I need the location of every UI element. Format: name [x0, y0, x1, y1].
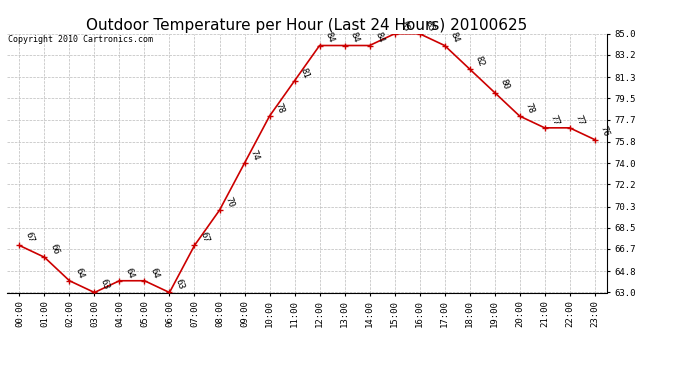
Text: 77: 77	[549, 113, 561, 126]
Text: 64: 64	[124, 266, 136, 279]
Text: 66: 66	[48, 243, 61, 256]
Text: Copyright 2010 Cartronics.com: Copyright 2010 Cartronics.com	[8, 35, 153, 44]
Text: 84: 84	[448, 31, 461, 44]
Text: 74: 74	[248, 148, 261, 162]
Text: 63: 63	[99, 278, 110, 291]
Text: 84: 84	[374, 31, 386, 44]
Text: 78: 78	[524, 102, 536, 115]
Text: 70: 70	[224, 196, 236, 209]
Text: 84: 84	[324, 31, 336, 44]
Text: 63: 63	[174, 278, 186, 291]
Text: 76: 76	[599, 125, 611, 138]
Text: 80: 80	[499, 78, 511, 91]
Text: 67: 67	[23, 231, 36, 244]
Text: 85: 85	[399, 19, 411, 32]
Text: 64: 64	[148, 266, 161, 279]
Text: 77: 77	[574, 113, 586, 126]
Text: 85: 85	[424, 19, 436, 32]
Text: 84: 84	[348, 31, 361, 44]
Title: Outdoor Temperature per Hour (Last 24 Hours) 20100625: Outdoor Temperature per Hour (Last 24 Ho…	[86, 18, 528, 33]
Text: 82: 82	[474, 54, 486, 68]
Text: 67: 67	[199, 231, 210, 244]
Text: 81: 81	[299, 66, 310, 80]
Text: 78: 78	[274, 102, 286, 115]
Text: 64: 64	[74, 266, 86, 279]
